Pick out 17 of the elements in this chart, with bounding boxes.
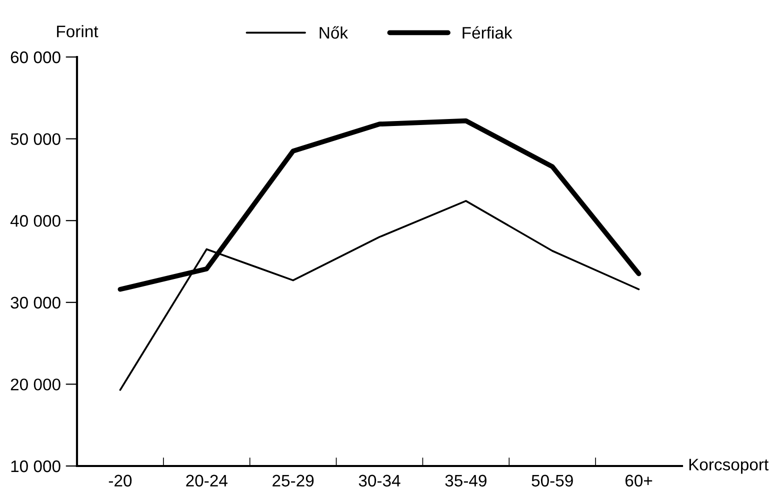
x-tick-label: 35-49	[445, 474, 486, 487]
x-tick-label: 20-24	[186, 474, 228, 487]
y-axis-title: Forint	[57, 25, 98, 38]
y-tick-label: 40 000	[10, 215, 60, 227]
legend-label: Nők	[320, 26, 348, 39]
x-tick-label: 60+	[625, 474, 652, 487]
x-tick-label: -20	[108, 474, 132, 487]
y-tick-label: 20 000	[10, 378, 60, 390]
y-tick-label: 10 000	[11, 460, 60, 472]
y-tick-label: 30 000	[10, 296, 60, 309]
x-tick-label: 25-29	[272, 474, 314, 487]
x-tick-label: 30-34	[358, 474, 400, 487]
legend-label: Férfiak	[462, 26, 512, 39]
y-tick-label: 60 000	[10, 51, 60, 64]
y-tick-label: 50 000	[10, 133, 60, 146]
x-axis-title: Korcsoport	[689, 458, 769, 474]
x-tick-label: 50-59	[532, 474, 573, 487]
